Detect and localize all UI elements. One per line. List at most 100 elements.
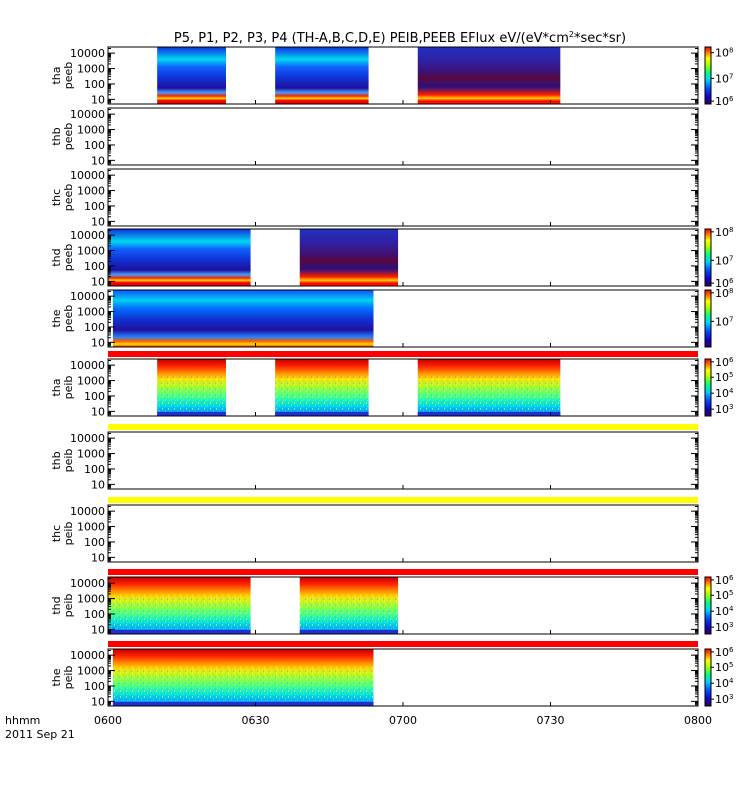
colorbar-tick-exponent: 3 (729, 693, 733, 701)
spectrogram-low-energy-band (108, 630, 251, 634)
y-tick-label: 1000 (77, 593, 105, 606)
colorbar-gradient (704, 46, 712, 105)
colorbar-tick-label: 106 (715, 646, 734, 659)
panel-probe-label: thb (50, 451, 63, 469)
colorbar-tick-base: 10 (715, 403, 729, 416)
panel-thb-peeb: 10000 1000 100 10 thb peeb (50, 107, 699, 167)
colorbar-tick-exponent: 4 (729, 605, 734, 613)
y-tick-label: 10000 (70, 649, 105, 662)
colorbar-tick-label: 107 (715, 72, 733, 85)
panel-probe-label: thb (50, 127, 63, 145)
colorbar-tick-label: 104 (715, 387, 734, 400)
y-tick-label: 10000 (70, 169, 105, 182)
spectrogram-low-energy-band (275, 412, 369, 416)
x-tick-label: 0730 (537, 714, 565, 727)
colorbar-tick-base: 10 (715, 226, 729, 239)
colorbar-tick-exponent: 8 (729, 287, 733, 295)
colorbar-tick-label: 106 (715, 574, 734, 587)
spectrogram-texture (108, 594, 251, 630)
colorbar-tick-base: 10 (715, 589, 729, 602)
x-axis: 0600 0630 0700 0730 0800 (94, 714, 712, 727)
colorbar-tick-exponent: 6 (729, 574, 734, 582)
spectrogram-low-energy-band (112, 702, 374, 706)
panel-frame (107, 504, 699, 563)
colorbar-tick-exponent: 7 (729, 72, 733, 80)
y-tick-label: 10000 (70, 577, 105, 590)
colorbar-tick-base: 10 (715, 315, 729, 328)
panel-product-label: peib (62, 522, 75, 546)
colorbar-gradient (704, 228, 712, 287)
colorbar-tick-label: 106 (715, 277, 734, 290)
panel-product-label: peeb (62, 62, 75, 90)
quality-flag-bar (108, 641, 698, 647)
y-tick-label: 10 (91, 478, 105, 491)
spectrogram-low-energy-band (157, 412, 226, 416)
colorbar-tick-base: 10 (715, 287, 729, 300)
chart-title-tail: *sec*sr) (574, 31, 626, 46)
y-tick-label: 10000 (70, 290, 105, 303)
colorbar-tick-base: 10 (715, 677, 729, 690)
colorbar-tick-base: 10 (715, 72, 729, 85)
colorbar-tick-label: 105 (715, 661, 733, 674)
colorbar-tick-label: 106 (715, 356, 734, 369)
spectrogram-interval (108, 229, 251, 286)
panel-product-label: peib (62, 376, 75, 400)
colorbar-tick-exponent: 3 (729, 621, 733, 629)
panel-product-label: peeb (62, 305, 75, 333)
colorbar-tick-exponent: 7 (729, 254, 733, 262)
colorbar-tick-label: 103 (715, 621, 733, 634)
panel-frame (107, 168, 699, 227)
y-tick-label: 10000 (70, 108, 105, 121)
y-tick-label: 10 (91, 215, 105, 228)
colorbar-tick-base: 10 (715, 646, 729, 659)
y-tick-label: 10000 (70, 359, 105, 372)
colorbar-tick-exponent: 3 (729, 403, 733, 411)
quality-flag-bar (108, 351, 698, 357)
y-tick-label: 10000 (70, 505, 105, 518)
colorbar-tick-base: 10 (715, 95, 729, 108)
y-tick-label: 10 (91, 405, 105, 418)
colorbar-tick-base: 10 (715, 387, 729, 400)
panel-product-label: peeb (62, 244, 75, 272)
colorbar-tick-label: 106 (715, 95, 734, 108)
panel-probe-label: thd (50, 596, 63, 614)
y-tick-label: 1000 (77, 306, 105, 319)
panel-probe-label: the (50, 668, 63, 686)
colorbar-tick-base: 10 (715, 605, 729, 618)
x-tick-label: 0800 (684, 714, 712, 727)
colorbar-tick-base: 10 (715, 621, 729, 634)
colorbar-gradient (704, 289, 712, 348)
panel-thb-peib: 10000 1000 100 10 thb peib (50, 424, 699, 491)
colorbar-tick-base: 10 (715, 356, 729, 369)
colorbar-tick-label: 108 (715, 47, 733, 60)
y-tick-label: 100 (84, 680, 105, 693)
colorbar-tick-exponent: 4 (729, 387, 734, 395)
y-tick-label: 100 (84, 536, 105, 549)
panel-probe-label: tha (50, 66, 63, 84)
x-tick-label: 0630 (242, 714, 270, 727)
y-tick-label: 100 (84, 608, 105, 621)
y-tick-label: 100 (84, 260, 105, 273)
y-tick-label: 10 (91, 154, 105, 167)
y-tick-label: 10 (91, 551, 105, 564)
colorbar-tick-exponent: 4 (729, 677, 734, 685)
chart-title-main: P5, P1, P2, P3, P4 (TH-A,B,C,D,E) PEIB,P… (174, 31, 569, 46)
date-label: 2011 Sep 21 (5, 728, 75, 741)
x-tick-label: 0700 (389, 714, 417, 727)
panel-product-label: peib (62, 594, 75, 618)
spectrogram-texture (157, 376, 226, 412)
colorbar-tick-base: 10 (715, 574, 729, 587)
panel-frame (107, 431, 699, 490)
y-tick-label: 10000 (70, 229, 105, 242)
y-tick-label: 1000 (77, 185, 105, 198)
colorbar-tick-exponent: 5 (729, 371, 733, 379)
colorbar-tick-label: 103 (715, 403, 733, 416)
spectrogram-texture (275, 376, 369, 412)
